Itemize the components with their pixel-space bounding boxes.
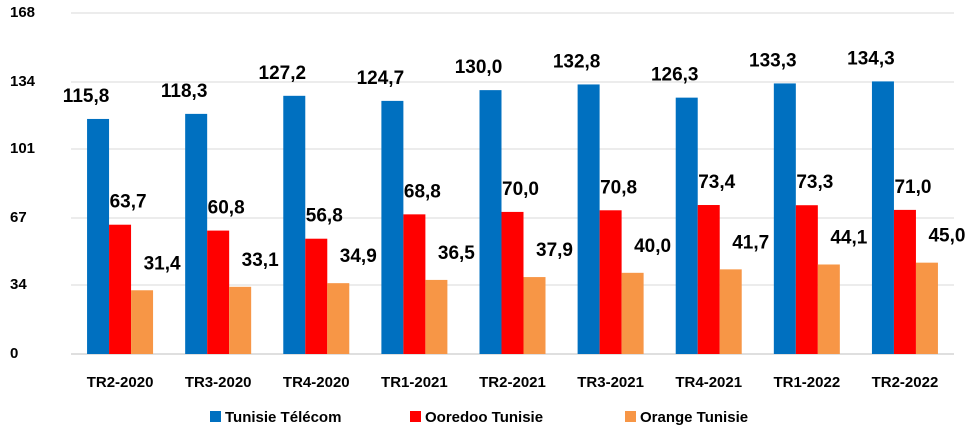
value-label: 31,4 <box>144 253 181 274</box>
value-label: 134,3 <box>847 48 895 69</box>
value-label: 127,2 <box>259 63 307 84</box>
value-label: 132,8 <box>553 51 601 72</box>
y-tick-label: 168 <box>10 4 35 21</box>
bar <box>523 277 546 354</box>
bar <box>915 262 938 354</box>
bar <box>109 224 132 354</box>
y-tick-label: 34 <box>10 276 27 293</box>
x-tick-label: TR4-2020 <box>283 374 350 391</box>
value-label: 34,9 <box>340 246 377 267</box>
bar <box>501 211 524 354</box>
value-label: 44,1 <box>830 228 867 249</box>
bar <box>621 272 644 354</box>
value-label: 73,3 <box>796 172 833 193</box>
value-label: 133,3 <box>749 50 797 71</box>
bar <box>403 214 426 354</box>
bar <box>425 279 448 354</box>
bar <box>327 283 350 354</box>
value-label: 71,0 <box>894 177 931 198</box>
legend-swatch <box>625 411 636 422</box>
bar <box>817 264 840 354</box>
bar <box>795 205 818 354</box>
bar <box>131 290 154 354</box>
bar <box>871 81 894 354</box>
x-tick-label: TR2-2021 <box>479 374 546 391</box>
value-label: 40,0 <box>634 236 671 257</box>
value-label: 130,0 <box>455 57 503 78</box>
bar <box>893 209 916 354</box>
y-tick-label: 134 <box>10 73 36 90</box>
value-label: 37,9 <box>536 240 573 261</box>
value-label: 115,8 <box>63 86 110 107</box>
value-label: 36,5 <box>438 243 475 264</box>
x-tick-label: TR3-2021 <box>577 374 644 391</box>
bar <box>719 269 742 354</box>
x-tick-label: TR4-2021 <box>675 374 742 391</box>
y-tick-label: 0 <box>10 345 18 362</box>
value-label: 70,8 <box>600 177 637 198</box>
value-label: 124,7 <box>357 68 405 89</box>
legend-swatch <box>410 411 421 422</box>
bar <box>577 84 600 354</box>
bar <box>697 205 720 354</box>
legend-label: Tunisie Télécom <box>225 409 341 426</box>
bar <box>675 97 698 354</box>
value-label: 126,3 <box>651 65 699 86</box>
bar <box>773 83 796 354</box>
bar <box>479 90 502 354</box>
value-label: 60,8 <box>208 198 245 219</box>
value-label: 118,3 <box>161 81 208 102</box>
x-tick-label: TR2-2020 <box>87 374 154 391</box>
value-label: 73,4 <box>698 172 735 193</box>
bar <box>381 100 404 354</box>
value-label: 63,7 <box>110 192 147 213</box>
bar <box>185 113 208 354</box>
x-tick-label: TR3-2020 <box>185 374 252 391</box>
value-label: 41,7 <box>732 232 769 253</box>
bar <box>283 95 306 355</box>
value-label: 45,0 <box>928 226 965 247</box>
x-tick-label: TR1-2022 <box>773 374 840 391</box>
y-tick-label: 67 <box>10 209 27 226</box>
legend-swatch <box>210 411 221 422</box>
value-label: 56,8 <box>306 206 343 227</box>
value-label: 68,8 <box>404 181 441 202</box>
bar <box>229 286 252 354</box>
bar <box>87 118 110 354</box>
value-label: 70,0 <box>502 179 539 200</box>
bar <box>305 238 328 354</box>
bar <box>599 210 622 354</box>
legend-label: Orange Tunisie <box>640 409 748 426</box>
legend-label: Ooredoo Tunisie <box>425 409 543 426</box>
bar <box>207 230 230 354</box>
y-tick-label: 101 <box>10 140 35 157</box>
x-tick-label: TR2-2022 <box>872 374 939 391</box>
x-tick-label: TR1-2021 <box>381 374 448 391</box>
value-label: 33,1 <box>242 250 279 271</box>
